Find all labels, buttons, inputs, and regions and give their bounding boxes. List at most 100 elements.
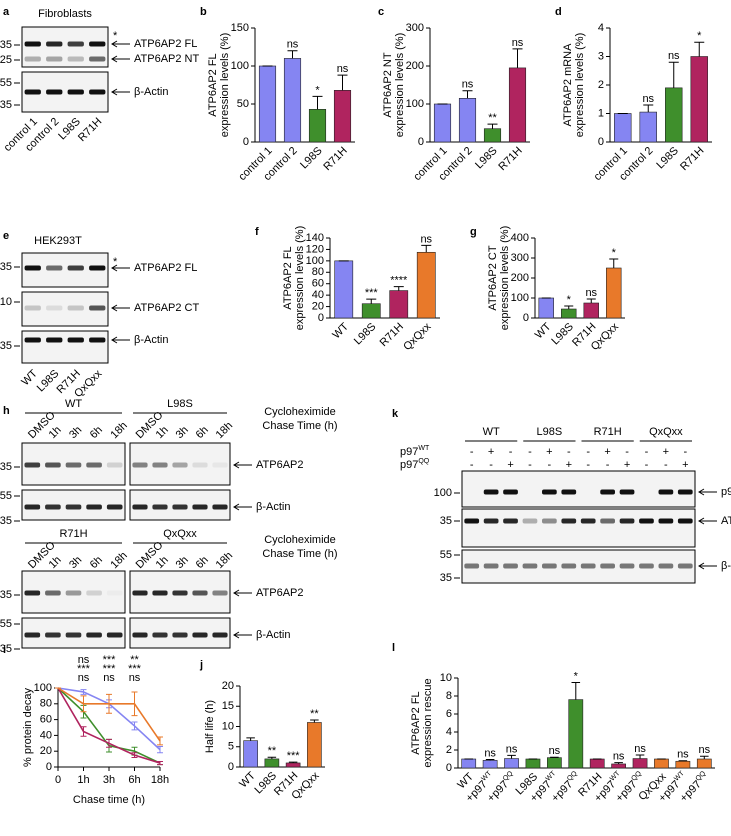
- y-tick-label: 1: [598, 107, 604, 119]
- bar: [508, 67, 527, 143]
- band: [503, 518, 518, 524]
- bar: [665, 87, 683, 143]
- bar: [333, 90, 352, 143]
- significance: ns: [506, 743, 518, 755]
- y-axis-label: ATP6AP2 FL: [282, 246, 294, 309]
- significance: ns: [677, 749, 689, 761]
- y-axis-label: ATP6AP2 FL: [410, 691, 422, 754]
- category-sup: WT: [673, 769, 686, 782]
- bar: [583, 302, 599, 319]
- band: [658, 563, 674, 569]
- band: [541, 563, 557, 569]
- band: [619, 489, 635, 495]
- band: [45, 504, 61, 510]
- y-axis-label: expression levels (%): [499, 226, 511, 331]
- y-tick-label: 6: [446, 708, 452, 720]
- group-label: R71H: [59, 528, 87, 540]
- condition-sign: +: [604, 446, 610, 458]
- panel-label: j: [199, 659, 203, 671]
- significance: *: [612, 247, 617, 259]
- panel-label: k: [392, 408, 399, 420]
- condition-sup: WT: [418, 445, 430, 452]
- band-label: β-Actin: [256, 629, 290, 641]
- arrow: [111, 88, 130, 96]
- category-name: L98S: [298, 145, 325, 172]
- band: [580, 563, 596, 569]
- significance: ns: [634, 743, 646, 755]
- band: [619, 518, 635, 524]
- x-tick-label: L98S: [654, 145, 681, 172]
- significance: **: [130, 654, 139, 666]
- category-sup: WT: [609, 769, 622, 782]
- band: [561, 518, 577, 524]
- band-label: ATP6AP2 FL: [134, 38, 197, 50]
- band: [24, 305, 41, 311]
- significance: ns: [129, 672, 141, 684]
- lane-label: 18h: [108, 420, 129, 441]
- condition-name: p97: [400, 459, 418, 471]
- lane-label: 1h: [47, 554, 64, 571]
- bar: [334, 260, 354, 319]
- bar: [433, 103, 452, 143]
- category-sup: QQ: [630, 770, 643, 783]
- error-bar: [614, 762, 623, 764]
- group-label: WT: [483, 426, 500, 438]
- bar: [696, 758, 712, 769]
- band: [212, 504, 228, 510]
- blot-frame: [461, 549, 696, 584]
- significance: *: [574, 670, 579, 682]
- band-label: ATP6AP2 CT: [134, 302, 199, 314]
- category-name: L98S: [654, 145, 681, 172]
- bar: [483, 128, 502, 143]
- mw-marker: 35: [0, 39, 12, 51]
- band: [522, 518, 538, 524]
- band: [46, 56, 63, 62]
- error-bar: [131, 721, 138, 731]
- band: [503, 489, 518, 495]
- chase-label: Chase Time (h): [262, 420, 337, 432]
- error-bar: [267, 756, 277, 759]
- band: [65, 632, 82, 638]
- y-tick-label: 0: [46, 761, 52, 773]
- bar: [614, 113, 632, 143]
- bar: [525, 758, 541, 769]
- band: [172, 632, 188, 638]
- blot-frame: [461, 508, 696, 548]
- band: [172, 590, 188, 596]
- significance: *: [567, 294, 572, 306]
- significance: ns: [484, 747, 496, 759]
- panel-label: i: [3, 644, 6, 656]
- y-tick-label: 0: [598, 136, 604, 148]
- x-tick-label: R71H: [496, 145, 524, 173]
- bar: [632, 758, 648, 769]
- y-tick-label: 120: [306, 243, 324, 255]
- band-label: ATP6AP2: [256, 459, 304, 471]
- category-sup: QQ: [502, 770, 515, 783]
- x-tick-label: R71H: [678, 145, 706, 173]
- panel-label: e: [3, 230, 9, 242]
- lane-label: 18h: [214, 420, 235, 441]
- y-tick-label: 100: [34, 682, 52, 694]
- significance: ns: [78, 672, 90, 684]
- significance: *: [315, 84, 320, 96]
- band: [24, 337, 41, 343]
- category-name: +p97: [549, 778, 575, 804]
- band-label: β-Actin: [721, 560, 731, 572]
- band: [67, 41, 84, 47]
- condition-sign: -: [470, 446, 474, 458]
- y-tick-label: 20: [222, 680, 234, 692]
- band: [65, 590, 82, 596]
- mw-marker: 35: [0, 261, 12, 273]
- condition-sign: -: [645, 446, 649, 458]
- y-tick-label: 10: [222, 720, 234, 732]
- bar: [458, 98, 477, 143]
- x-tick-label: WT: [330, 320, 351, 341]
- condition-sign: -: [645, 459, 649, 471]
- significance: ***: [103, 663, 117, 675]
- y-tick-label: 15: [222, 700, 234, 712]
- y-tick-label: 20: [40, 745, 52, 757]
- panel-label: d: [555, 6, 562, 18]
- significance: ns: [287, 39, 299, 51]
- band-label: ATP6AP2 NT: [134, 53, 199, 65]
- condition-sign: +: [546, 446, 552, 458]
